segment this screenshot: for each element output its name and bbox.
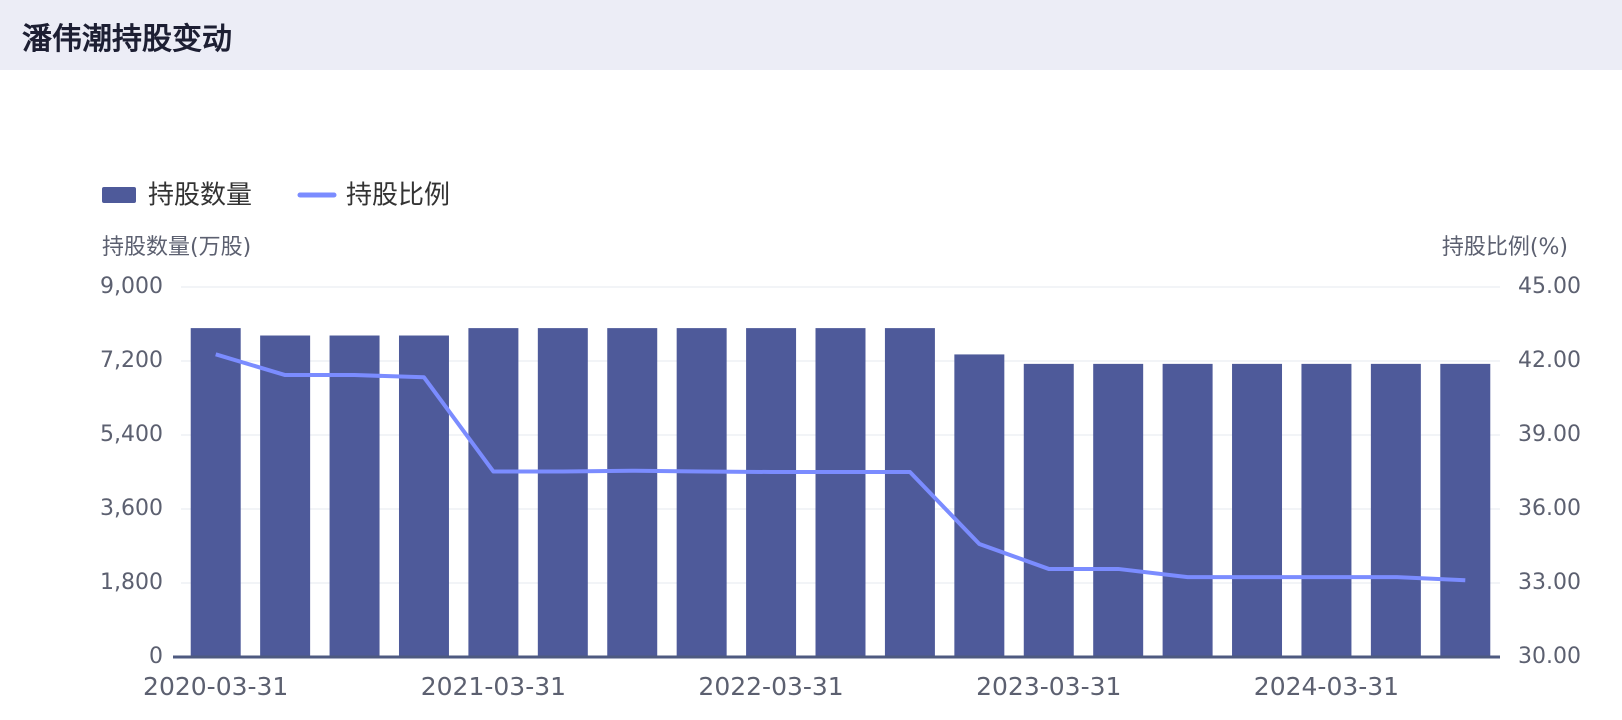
y-tick-label: 1,800 xyxy=(100,570,163,595)
bar xyxy=(398,335,449,657)
bar xyxy=(884,328,935,657)
header: 潘伟潮持股变动 xyxy=(0,0,1622,70)
bar xyxy=(468,328,519,657)
y2-tick-label: 39.00 xyxy=(1518,422,1581,447)
bar xyxy=(260,335,311,657)
y2-axis-title: 持股比例(%) xyxy=(1442,235,1568,260)
y-axis-title: 持股数量(万股) xyxy=(102,235,251,260)
x-tick-label: 2023-03-31 xyxy=(976,672,1121,701)
bar xyxy=(954,354,1005,657)
y-tick-label: 3,600 xyxy=(100,496,163,521)
bar xyxy=(537,328,588,657)
bar xyxy=(1232,363,1283,657)
x-tick-label: 2021-03-31 xyxy=(421,672,566,701)
y-tick-label: 0 xyxy=(149,644,163,669)
bar xyxy=(607,328,658,657)
y2-tick-label: 30.00 xyxy=(1518,644,1581,669)
y-tick-label: 9,000 xyxy=(100,274,163,299)
legend-label: 持股比例 xyxy=(346,181,450,211)
x-tick-label: 2022-03-31 xyxy=(698,672,843,701)
page-title: 潘伟潮持股变动 xyxy=(22,22,232,57)
y2-tick-label: 36.00 xyxy=(1518,496,1581,521)
bar xyxy=(1440,363,1491,657)
bar xyxy=(676,328,727,657)
bar xyxy=(190,328,241,657)
y2-tick-label: 45.00 xyxy=(1518,274,1581,299)
bar xyxy=(1162,363,1213,657)
bar xyxy=(746,328,797,657)
bar xyxy=(1370,363,1421,657)
legend-label: 持股数量 xyxy=(148,181,252,211)
x-tick-label: 2020-03-31 xyxy=(143,672,288,701)
legend-swatch xyxy=(102,187,136,203)
y-tick-label: 7,200 xyxy=(100,348,163,373)
x-tick-label: 2024-03-31 xyxy=(1254,672,1399,701)
bar xyxy=(1093,363,1144,657)
bar xyxy=(1023,363,1074,657)
line xyxy=(215,352,1466,583)
y2-tick-label: 33.00 xyxy=(1518,570,1581,595)
bar xyxy=(1301,363,1352,657)
bar xyxy=(329,335,380,657)
y2-tick-label: 42.00 xyxy=(1518,348,1581,373)
y-tick-label: 5,400 xyxy=(100,422,163,447)
bar xyxy=(815,328,866,657)
